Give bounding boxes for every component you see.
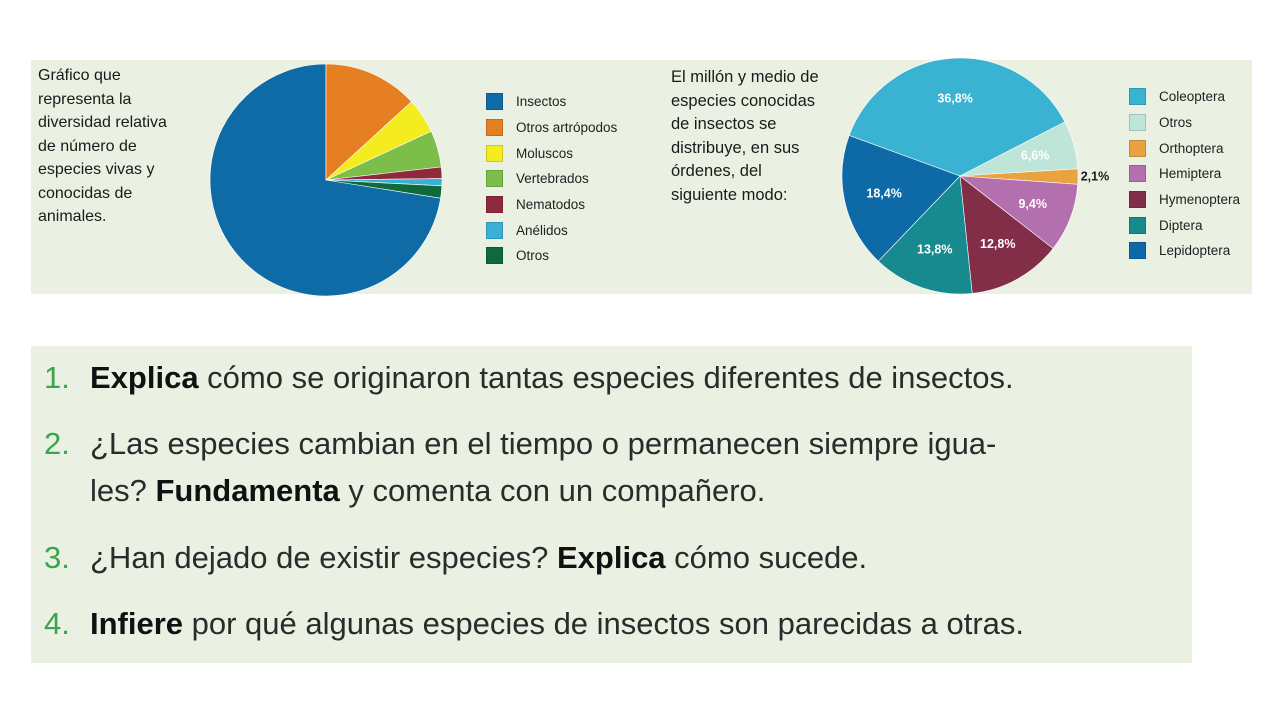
legend-label: Hemiptera	[1159, 166, 1222, 182]
legend-item-insectos: Insectos	[486, 89, 617, 115]
pie-label-diptera: 13,8%	[917, 243, 952, 257]
pie-slice-hymenoptera	[959, 175, 1054, 294]
legend-swatch	[486, 93, 503, 111]
legend-swatch	[1129, 88, 1146, 106]
pie-slice-coleoptera	[848, 57, 1066, 177]
question-verb: Infiere	[90, 606, 184, 641]
legend-label: Coleoptera	[1159, 89, 1226, 105]
legend-item-nematodos: Nematodos	[486, 192, 617, 218]
legend-label: Insectos	[516, 94, 567, 110]
legend-item-lepidoptera: Lepidoptera	[1129, 238, 1240, 264]
question-4: 4. Infiere por qué algunas especies de in…	[44, 600, 1024, 647]
pie-label-coleoptera: 36,8%	[937, 91, 972, 105]
question-line: 2. ¿Las especies cambian en el tiempo o p…	[44, 420, 996, 467]
legend-swatch	[486, 144, 503, 162]
left-chart-caption: Gráfico que representa la diversidad rel…	[38, 67, 167, 225]
legend-label: Nematodos	[516, 197, 586, 213]
question-3: 3. ¿Han dejado de existir especies? Expli…	[44, 534, 867, 581]
animal-diversity-pie-chart	[209, 63, 443, 297]
question-number: 2.	[44, 426, 70, 461]
question-text: les?	[90, 473, 156, 508]
legend-swatch	[486, 221, 503, 239]
pie-label-hymenoptera: 12,8%	[980, 237, 1015, 251]
insect-orders-legend: Coleoptera Otros Orthoptera Hemiptera Hymeno…	[1129, 84, 1240, 264]
legend-swatch	[1129, 114, 1146, 132]
legend-label: Otros artrópodos	[516, 120, 618, 136]
legend-item-vertebrados: Vertebrados	[486, 166, 617, 192]
pie-label-otros: 6,6%	[1021, 148, 1050, 162]
legend-swatch	[486, 170, 503, 188]
question-text: ¿Las especies cambian en el tiempo o per…	[90, 426, 997, 461]
question-verb: Fundamenta	[155, 473, 340, 508]
question-text: por qué algunas especies de insectos son…	[183, 606, 1024, 641]
legend-item-diptera: Diptera	[1129, 212, 1240, 238]
legend-label: Lepidoptera	[1159, 243, 1231, 259]
question-text: cómo se originaron tantas especies difer…	[198, 360, 1014, 395]
pie-slice-diptera	[877, 175, 973, 295]
legend-label: Vertebrados	[516, 171, 589, 187]
question-2: 2. ¿Las especies cambian en el tiempo o p…	[44, 420, 996, 514]
question-line: les? Fundamenta y comenta con un compañe…	[44, 467, 996, 514]
question-line: 4. Infiere por qué algunas especies de in…	[44, 600, 1024, 647]
pie-label-hemiptera: 9,4%	[1018, 197, 1047, 211]
charts-panel: Gráfico que representa la diversidad rel…	[31, 57, 1252, 297]
legend-item-hymenoptera: Hymenoptera	[1129, 187, 1240, 213]
legend-label: Hymenoptera	[1159, 192, 1241, 208]
legend-label: Moluscos	[516, 145, 574, 161]
legend-item-anelidos: Anélidos	[486, 217, 617, 243]
question-1: 1. Explica cómo se originaron tantas espe…	[44, 354, 1014, 401]
legend-item-otros: Otros	[486, 243, 617, 269]
question-number: 1.	[44, 360, 70, 395]
legend-swatch	[486, 119, 503, 137]
legend-item-hemiptera: Hemiptera	[1129, 161, 1240, 187]
pie-label-lepidoptera: 18,4%	[866, 187, 901, 201]
legend-swatch	[1129, 165, 1146, 183]
insect-orders-pie-chart: 36,8% 6,6% 2,1% 9,4% 12,8% 13,8% 18,4%	[841, 57, 1109, 295]
question-number: 3.	[44, 540, 70, 575]
legend-swatch	[1129, 216, 1146, 234]
legend-label: Otros	[1159, 115, 1193, 131]
legend-label: Diptera	[1159, 217, 1203, 233]
questions-panel: 1. Explica cómo se originaron tantas espe…	[31, 346, 1192, 663]
pie-label-orthoptera: 2,1%	[1081, 170, 1110, 184]
pie-slice-otros-artropodos	[325, 63, 412, 181]
question-text: y comenta con un compañero.	[339, 473, 766, 508]
legend-item-moluscos: Moluscos	[486, 140, 617, 166]
legend-item-otros: Otros	[1129, 110, 1240, 136]
question-verb: Explica	[556, 540, 666, 575]
legend-swatch	[486, 196, 503, 214]
question-text: cómo sucede.	[665, 540, 868, 575]
pie-slice-otros	[325, 179, 443, 199]
question-number: 4.	[44, 606, 70, 641]
pie-slice-insectos	[209, 63, 441, 297]
legend-swatch	[486, 247, 503, 265]
legend-label: Anélidos	[516, 222, 568, 238]
legend-swatch	[1129, 242, 1146, 260]
pie-slice-lepidoptera	[841, 135, 961, 262]
question-verb: Explica	[90, 360, 199, 395]
legend-swatch	[1129, 139, 1146, 157]
legend-item-coleoptera: Coleoptera	[1129, 84, 1240, 110]
question-line: 3. ¿Han dejado de existir especies? Expli…	[44, 534, 867, 581]
right-chart-caption: El millón y medio de especies conocidas …	[671, 68, 819, 204]
question-text: ¿Han dejado de existir especies?	[90, 540, 557, 575]
animal-diversity-legend: Insectos Otros artrópodos Moluscos Vertebra…	[486, 89, 617, 269]
legend-item-orthoptera: Orthoptera	[1129, 135, 1240, 161]
legend-swatch	[1129, 191, 1146, 209]
question-line: 1. Explica cómo se originaron tantas espe…	[44, 354, 1014, 401]
legend-label: Orthoptera	[1159, 140, 1224, 156]
legend-label: Otros	[516, 248, 550, 264]
legend-item-otros-artropodos: Otros artrópodos	[486, 115, 617, 141]
